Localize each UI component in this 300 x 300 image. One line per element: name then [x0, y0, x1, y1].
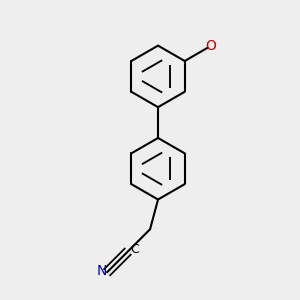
Text: N: N	[97, 264, 107, 278]
Text: O: O	[206, 39, 216, 53]
Text: C: C	[130, 243, 139, 256]
